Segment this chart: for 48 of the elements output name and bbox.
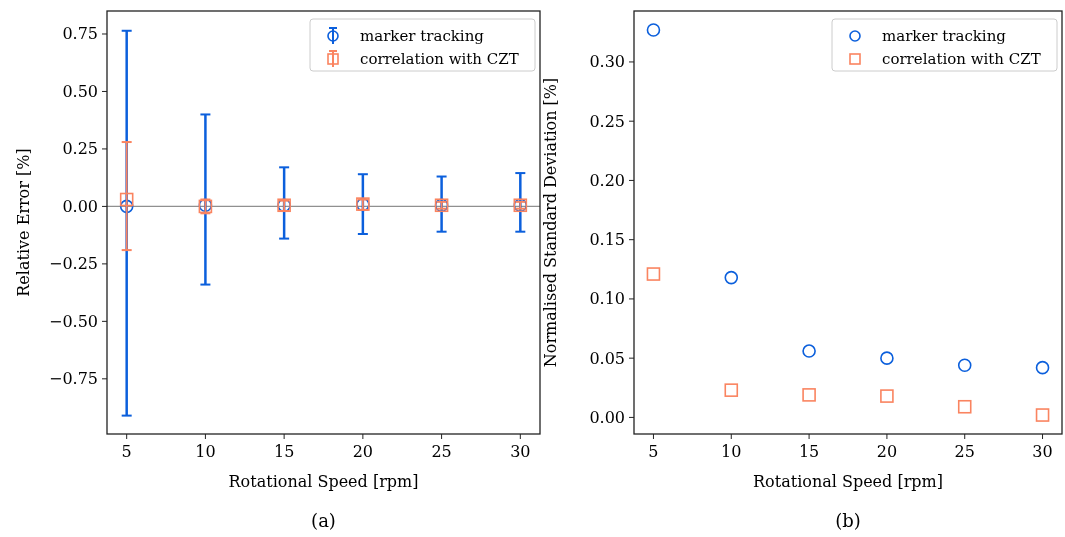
y-tick-label: 0.75 xyxy=(62,24,98,44)
y-tick-label: 0.30 xyxy=(589,52,625,72)
point xyxy=(724,270,739,285)
point xyxy=(880,389,894,403)
legend-label: marker tracking xyxy=(882,27,1007,45)
x-tick-label: 5 xyxy=(648,442,659,461)
x-tick-label: 5 xyxy=(121,442,132,461)
y-tick-label: 0.20 xyxy=(589,170,625,190)
y-tick-label: −0.25 xyxy=(48,254,98,274)
legend-label: correlation with CZT xyxy=(882,50,1041,68)
point xyxy=(802,388,816,402)
text: (a) xyxy=(311,510,336,531)
y-tick-label: 0.05 xyxy=(589,348,625,368)
x-tick-label: 30 xyxy=(1032,442,1053,461)
y-axis-title: Relative Error [%] xyxy=(14,148,33,297)
point xyxy=(1035,408,1050,422)
point xyxy=(1035,360,1050,375)
x-tick-label: 20 xyxy=(352,442,374,461)
x-axis-title: Rotational Speed [rpm] xyxy=(753,472,943,491)
point xyxy=(880,351,894,365)
point xyxy=(646,23,661,37)
x-tick-label: 15 xyxy=(273,442,295,461)
x-tick-label: 20 xyxy=(876,442,898,461)
point xyxy=(957,358,972,373)
point xyxy=(724,383,739,397)
y-tick-label: 0.15 xyxy=(589,230,625,250)
y-tick-label: 0.25 xyxy=(589,111,625,131)
y-axis-title: Normalised Standard Deviation [%] xyxy=(541,77,560,368)
y-tick-label: −0.50 xyxy=(48,311,98,331)
legend-label: correlation with CZT xyxy=(360,50,519,68)
y-tick-label: 0.50 xyxy=(62,81,98,101)
y-tick-label: 0.00 xyxy=(62,196,98,216)
y-tick-label: 0.10 xyxy=(589,289,625,309)
legend-label: marker tracking xyxy=(360,27,485,45)
x-tick-label: 25 xyxy=(954,442,975,461)
x-tick-label: 25 xyxy=(431,442,452,461)
point xyxy=(646,267,661,281)
y-tick-label: 0.25 xyxy=(62,139,98,159)
x-tick-label: 15 xyxy=(798,442,820,461)
x-tick-label: 30 xyxy=(510,442,531,461)
y-tick-label: 0.00 xyxy=(589,407,625,427)
point xyxy=(802,344,816,358)
x-tick-label: 10 xyxy=(195,442,216,461)
text: (b) xyxy=(835,510,861,531)
point xyxy=(957,399,972,414)
x-axis-title: Rotational Speed [rpm] xyxy=(228,472,419,491)
y-tick-label: −0.75 xyxy=(48,369,98,389)
x-tick-label: 10 xyxy=(721,442,742,461)
